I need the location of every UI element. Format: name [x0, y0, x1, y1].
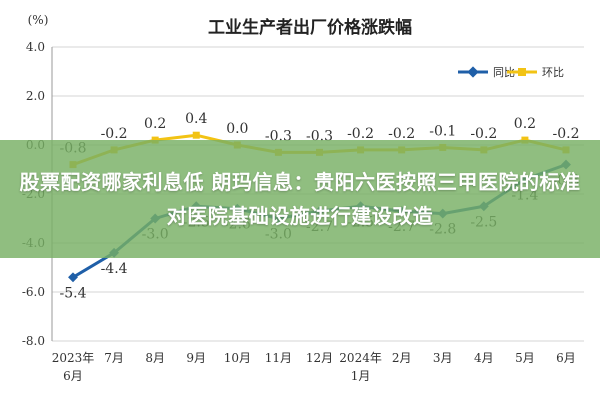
data-label-mom: -0.2 — [388, 126, 415, 142]
data-point-mom — [192, 131, 200, 139]
y-tick-label: 4.0 — [26, 40, 45, 54]
y-tick-label: 2.0 — [26, 89, 45, 103]
x-tick-label: 2023年 — [52, 351, 95, 365]
x-tick-label: 2024年 — [339, 351, 382, 365]
data-label-mom: -0.2 — [101, 126, 128, 142]
data-label-mom: 0.0 — [226, 121, 248, 137]
legend-marker-yoy — [467, 66, 479, 78]
headline-text[interactable]: 股票配资哪家利息低 朗玛信息：贵阳六医按照三甲医院的标准对医院基础设施进行建设改… — [19, 170, 581, 228]
data-label-mom: -0.2 — [347, 126, 374, 142]
x-tick-label: 6月 — [63, 369, 83, 383]
x-tick-label: 6月 — [556, 351, 576, 365]
x-tick-label: 5月 — [515, 351, 535, 365]
x-tick-label: 11月 — [265, 351, 292, 365]
data-label-mom: 0.2 — [514, 116, 536, 132]
legend: 同比 环比 — [458, 66, 564, 79]
legend-label-yoy: 同比 — [493, 66, 515, 79]
data-label-yoy: -4.4 — [101, 261, 128, 277]
x-tick-label: 1月 — [351, 369, 371, 383]
x-tick-label: 12月 — [306, 351, 333, 365]
data-label-mom: 0.4 — [185, 111, 207, 127]
x-tick-label: 2月 — [392, 351, 412, 365]
x-tick-labels: 2023年 6月 7月 8月 9月 10月 11月 12月 2024年 1月 2月 3月 4月 5月 6月 — [52, 351, 576, 383]
x-tick-label: 9月 — [186, 351, 206, 365]
data-label-mom: 0.2 — [144, 116, 166, 132]
data-label-mom: -0.2 — [553, 126, 580, 142]
x-tick-label: 4月 — [474, 351, 494, 365]
y-axis-unit: (%) — [28, 13, 49, 27]
x-tick-label: 7月 — [104, 351, 124, 365]
legend-label-mom: 环比 — [542, 66, 564, 79]
legend-marker-mom — [518, 68, 526, 76]
x-tick-label: 3月 — [433, 351, 453, 365]
data-label-yoy: -5.4 — [60, 285, 87, 301]
chart-title: 工业生产者出厂价格涨跌幅 — [208, 17, 412, 38]
y-tick-label: -6.0 — [22, 285, 45, 299]
data-label-mom: -0.2 — [470, 126, 497, 142]
x-tick-label: 10月 — [224, 351, 251, 365]
y-tick-label: -8.0 — [22, 334, 45, 348]
data-label-mom: -0.1 — [429, 123, 456, 139]
x-tick-label: 8月 — [145, 351, 165, 365]
headline-banner[interactable]: 股票配资哪家利息低 朗玛信息：贵阳六医按照三甲医院的标准对医院基础设施进行建设改… — [0, 140, 600, 258]
